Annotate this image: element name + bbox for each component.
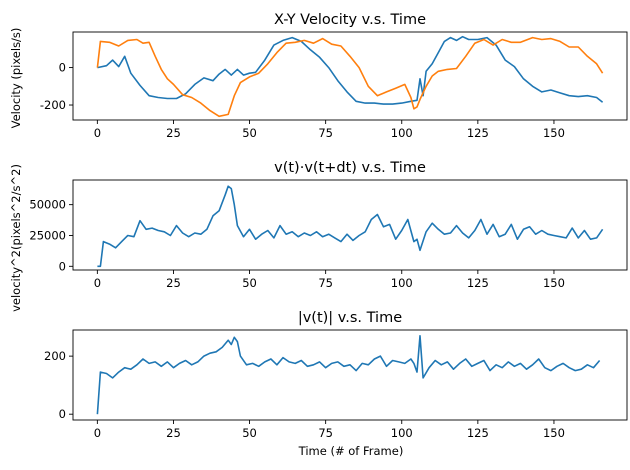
x-tick-label: 75 xyxy=(318,276,333,290)
y-tick-label: 25000 xyxy=(29,228,66,242)
subplot-1: X-Y Velocity v.s. Time 0 25 50 75 100 125 150 -2… xyxy=(9,12,628,140)
x-tick-label: 50 xyxy=(242,276,257,290)
x-tick-label: 75 xyxy=(318,426,333,440)
x-tick-label: 100 xyxy=(391,276,413,290)
subplot-3: |v(t)| v.s. Time 0 25 50 75 100 125 150 0 200 xyxy=(44,310,628,440)
x-tick-label: 150 xyxy=(543,426,565,440)
x-tick-label: 100 xyxy=(391,126,413,140)
subplot-2: v(t)·v(t+dt) v.s. Time 0 25 50 75 100 125 150 0 2… xyxy=(29,160,628,290)
y-tick-label: 200 xyxy=(44,349,66,363)
x-tick-label: 0 xyxy=(94,126,101,140)
subplot-y-axis-label: Velocity (pixels/s) xyxy=(9,28,23,129)
x-tick-label: 125 xyxy=(467,276,489,290)
subplot-title: |v(t)| v.s. Time xyxy=(298,310,402,326)
y-tick-label: 0 xyxy=(59,61,66,75)
y-tick-label: 0 xyxy=(59,407,66,421)
plot-frame xyxy=(72,329,628,421)
y-tick-label: 50000 xyxy=(29,198,66,212)
y-tick-label: 0 xyxy=(59,259,66,273)
series-line-2 xyxy=(96,36,604,118)
shared-x-axis-label: Time (# of Frame) xyxy=(298,444,404,458)
shared-y-axis-label: velocity^2(pixels^2/s^2) xyxy=(9,164,23,312)
x-tick-label: 0 xyxy=(94,276,101,290)
x-tick-label: 125 xyxy=(467,126,489,140)
x-tick-label: 125 xyxy=(467,426,489,440)
x-tick-label: 50 xyxy=(242,126,257,140)
x-tick-label: 25 xyxy=(166,126,181,140)
x-tick-label: 150 xyxy=(543,126,565,140)
y-tick-label: -200 xyxy=(40,98,66,112)
subplot-title: X-Y Velocity v.s. Time xyxy=(274,12,426,28)
x-tick-label: 25 xyxy=(166,426,181,440)
series-line-1 xyxy=(97,185,604,268)
plot-frame xyxy=(72,31,628,121)
series-line-1 xyxy=(96,334,601,415)
x-tick-label: 75 xyxy=(318,126,333,140)
x-tick-label: 150 xyxy=(543,276,565,290)
x-tick-label: 100 xyxy=(391,426,413,440)
x-tick-label: 0 xyxy=(94,426,101,440)
x-tick-label: 25 xyxy=(166,276,181,290)
subplot-title: v(t)·v(t+dt) v.s. Time xyxy=(274,160,426,176)
x-tick-label: 50 xyxy=(242,426,257,440)
plot-frame xyxy=(72,179,628,271)
